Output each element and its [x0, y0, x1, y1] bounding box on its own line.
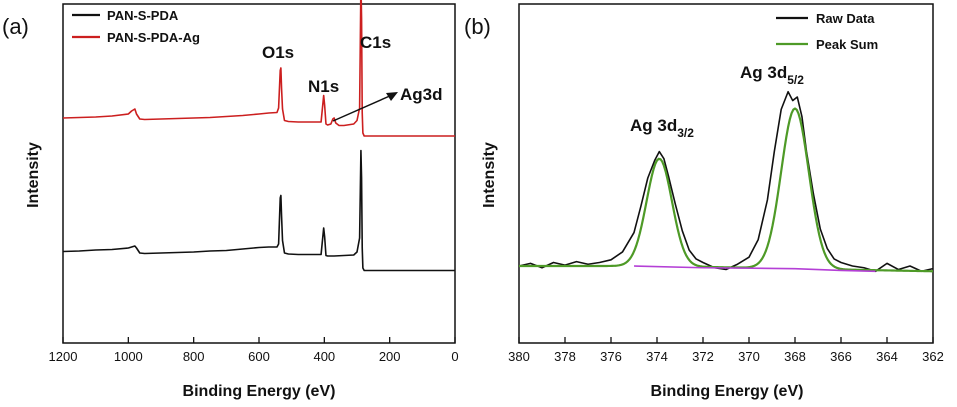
panel-b-x-tick-label: 380 — [508, 349, 530, 364]
panel-a-x-tick-label: 1000 — [114, 349, 143, 364]
panel-b-x-tick-label: 364 — [876, 349, 898, 364]
annotation-ag3d-3-2: Ag 3d3/2 — [630, 116, 694, 140]
panel-b-label: (b) — [464, 14, 491, 39]
panel-b-x-tick-label: 366 — [830, 349, 852, 364]
panel-a-series-pan-s-pda-ag — [62, 0, 455, 137]
ag3d-arrow — [332, 92, 398, 122]
panel-b: (b) 380 378 376 374 372 370 368 366 364 362 Bindi… — [464, 3, 944, 400]
panel-b-series-peak-sum — [519, 107, 934, 273]
panel-a-x-tick-label: 400 — [313, 349, 335, 364]
panel-b-legend: Raw Data Peak Sum — [776, 11, 878, 52]
legend-label-pan-s-pda-ag: PAN-S-PDA-Ag — [107, 30, 200, 45]
annotation-ag3d: Ag3d — [400, 85, 443, 104]
panel-b-x-tick-label: 378 — [554, 349, 576, 364]
panel-a-y-axis-title: Intensity — [25, 142, 42, 208]
panel-b-x-tick-label: 374 — [646, 349, 668, 364]
panel-a-x-ticks: 1200 1000 800 600 400 200 0 — [49, 337, 459, 364]
panel-a-x-axis-title: Binding Energy (eV) — [183, 383, 336, 400]
panel-a-frame — [62, 3, 456, 344]
panel-a: (a) 1200 1000 800 600 400 200 0 Binding Energy… — [2, 0, 459, 400]
panel-a-x-tick-label: 1200 — [49, 349, 78, 364]
panel-a-legend: PAN-S-PDA PAN-S-PDA-Ag — [72, 8, 200, 45]
annotation-c1s: C1s — [360, 33, 391, 52]
panel-a-x-tick-label: 600 — [248, 349, 270, 364]
panel-b-series-background-2 — [633, 265, 876, 273]
panel-b-x-tick-label: 362 — [922, 349, 944, 364]
panel-b-x-ticks: 380 378 376 374 372 370 368 366 364 362 — [508, 337, 944, 364]
panel-b-x-tick-label: 368 — [784, 349, 806, 364]
panel-a-label: (a) — [2, 14, 29, 39]
panel-b-x-tick-label: 372 — [692, 349, 714, 364]
legend-label-pan-s-pda: PAN-S-PDA — [107, 8, 179, 23]
panel-b-x-tick-label: 376 — [600, 349, 622, 364]
annotation-ag3d-5-2: Ag 3d5/2 — [740, 63, 804, 87]
panel-a-series — [62, 0, 455, 272]
panel-b-series-raw-data — [518, 90, 934, 273]
annotation-o1s: O1s — [262, 43, 294, 62]
legend-label-peak-sum: Peak Sum — [816, 37, 878, 52]
panel-b-x-tick-label: 370 — [738, 349, 760, 364]
panel-b-x-axis-title: Binding Energy (eV) — [651, 383, 804, 400]
panel-b-frame — [518, 3, 934, 344]
panel-a-series-pan-s-pda — [62, 149, 455, 272]
annotation-n1s: N1s — [308, 77, 339, 96]
panel-b-y-axis-title: Intensity — [481, 142, 498, 208]
panel-b-series — [518, 90, 934, 273]
panel-a-x-tick-label: 800 — [183, 349, 205, 364]
panel-a-x-tick-label: 200 — [379, 349, 401, 364]
panel-a-x-tick-label: 0 — [451, 349, 458, 364]
legend-label-raw-data: Raw Data — [816, 11, 875, 26]
